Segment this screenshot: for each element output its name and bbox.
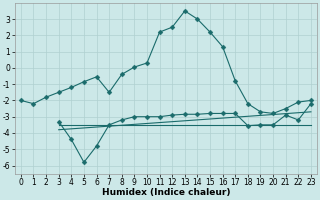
X-axis label: Humidex (Indice chaleur): Humidex (Indice chaleur) <box>102 188 230 197</box>
